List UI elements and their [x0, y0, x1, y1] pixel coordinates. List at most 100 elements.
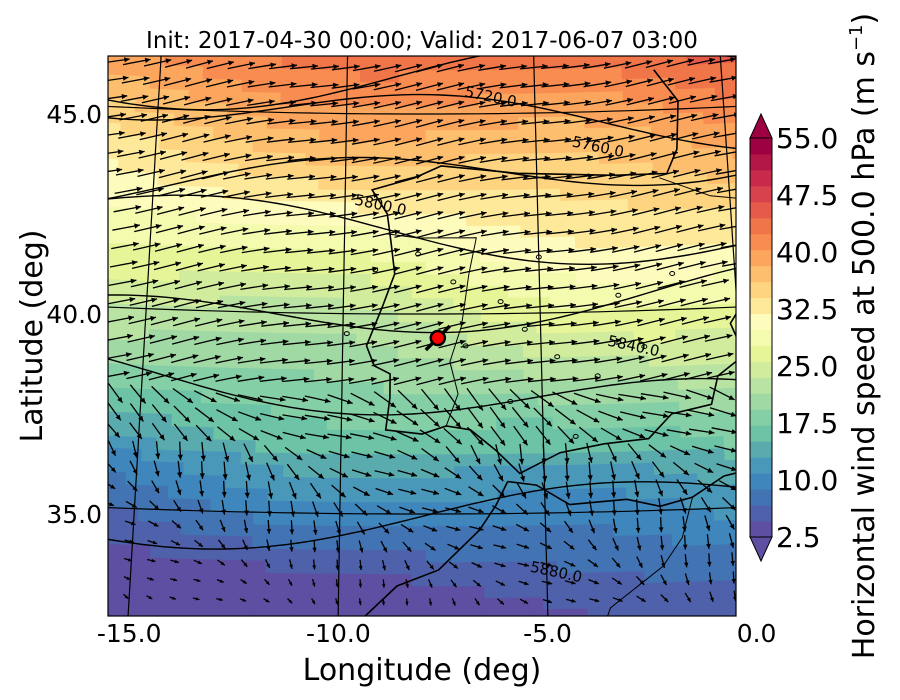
- wind-speed-cell: [75, 374, 90, 387]
- wind-speed-cell: [779, 613, 795, 626]
- wind-vector: [610, 208, 638, 217]
- wind-vector: [680, 297, 708, 307]
- wind-vector: [350, 413, 375, 423]
- wind-vector: [493, 544, 507, 549]
- wind-vector: [394, 229, 422, 239]
- wind-vector: [675, 205, 703, 215]
- wind-speed-cell: [166, 509, 183, 523]
- wind-vector: [421, 447, 440, 462]
- wind-speed-cell: [632, 619, 647, 631]
- wind-vector: [519, 598, 529, 605]
- wind-speed-cell: [149, 556, 166, 571]
- wind-speed-cell: [729, 110, 736, 124]
- wind-speed-cell: [280, 560, 296, 574]
- wind-speed-cell: [748, 591, 764, 604]
- wind-speed-cell: [222, 559, 238, 573]
- wind-speed-cell: [477, 69, 492, 83]
- wind-speed-cell: [397, 393, 413, 407]
- wind-vector: [283, 303, 312, 309]
- wind-vector: [542, 598, 553, 604]
- wind-vector: [240, 283, 269, 291]
- wind-speed-cell: [308, 596, 325, 610]
- wind-vector: [263, 228, 292, 235]
- wind-vector: [282, 431, 306, 440]
- wind-vector: [633, 244, 662, 253]
- wind-speed-cell: [84, 446, 99, 459]
- wind-speed-cell: [61, 566, 76, 579]
- wind-speed-cell: [83, 266, 98, 279]
- wind-vector: [428, 579, 433, 589]
- wind-speed-cell: [279, 608, 295, 616]
- wind-vector: [611, 577, 623, 585]
- wind-speed-cell: [551, 380, 567, 394]
- wind-speed-cell: [76, 566, 91, 579]
- wind-speed-cell: [190, 606, 207, 616]
- wind-vector: [267, 500, 272, 517]
- colorbar-segment: [750, 233, 772, 251]
- wind-vector: [122, 57, 151, 66]
- wind-speed-cell: [464, 105, 479, 119]
- wind-vector: [216, 409, 238, 422]
- wind-speed-cell: [482, 453, 498, 467]
- wind-speed-cell: [251, 559, 267, 573]
- wind-speed-cell: [396, 561, 412, 575]
- wind-vector: [284, 284, 313, 291]
- wind-vector: [689, 94, 718, 103]
- wind-speed-cell: [83, 470, 98, 483]
- wind-speed-cell: [307, 68, 322, 82]
- wind-vector: [470, 444, 481, 465]
- wind-speed-cell: [665, 413, 681, 427]
- reservoir-outline: [615, 292, 622, 298]
- wind-vector: [282, 395, 309, 403]
- wind-speed-cell: [206, 258, 222, 272]
- wind-speed-cell: [742, 97, 756, 110]
- wind-speed-cell: [765, 48, 779, 61]
- wind-vector: [692, 131, 720, 140]
- wind-vector: [694, 462, 714, 474]
- wind-vector: [132, 242, 161, 251]
- wind-vector: [728, 533, 735, 549]
- wind-vector: [415, 118, 444, 128]
- wind-vector: [285, 247, 314, 254]
- wind-speed-cell: [309, 572, 325, 586]
- wind-speed-cell: [481, 345, 496, 359]
- wind-vector: [618, 393, 647, 401]
- colorbar-tick-label: 32.5: [776, 293, 838, 326]
- wind-speed-cell: [465, 129, 480, 143]
- wind-vector: [474, 598, 481, 606]
- wind-speed-cell: [182, 473, 199, 488]
- wind-speed-cell: [805, 564, 821, 577]
- wind-speed-cell: [224, 487, 241, 501]
- wind-vector: [204, 115, 232, 125]
- wind-vector: [437, 229, 466, 238]
- wind-vector: [708, 57, 736, 65]
- wind-speed-cell: [227, 90, 243, 104]
- wind-speed-cell: [411, 597, 427, 611]
- wind-speed-cell: [776, 565, 791, 578]
- wind-vector: [583, 80, 612, 88]
- wind-vector: [499, 82, 528, 89]
- wind-speed-cell: [786, 505, 801, 518]
- wind-vector: [108, 423, 121, 438]
- wind-speed-cell: [479, 237, 495, 251]
- wind-speed-cell: [213, 414, 230, 428]
- wind-speed-cell: [252, 127, 268, 141]
- wind-speed-cell: [88, 603, 103, 616]
- wind-vector: [552, 391, 578, 406]
- wind-speed-cell: [484, 573, 500, 587]
- wind-speed-cell: [439, 393, 455, 407]
- wind-speed-cell: [137, 267, 153, 282]
- wind-speed-cell: [74, 602, 90, 615]
- wind-vector: [615, 318, 643, 327]
- wind-vector: [309, 137, 338, 144]
- wind-speed-cell: [186, 125, 201, 139]
- wind-speed-cell: [237, 175, 253, 189]
- wind-speed-cell: [88, 398, 103, 411]
- wind-vector: [354, 503, 368, 516]
- wind-vector: [329, 211, 358, 218]
- wind-speed-cell: [480, 309, 496, 323]
- wind-vector: [504, 340, 533, 347]
- wind-speed-cell: [586, 583, 603, 597]
- wind-vector: [637, 317, 665, 327]
- wind-vector: [227, 61, 256, 70]
